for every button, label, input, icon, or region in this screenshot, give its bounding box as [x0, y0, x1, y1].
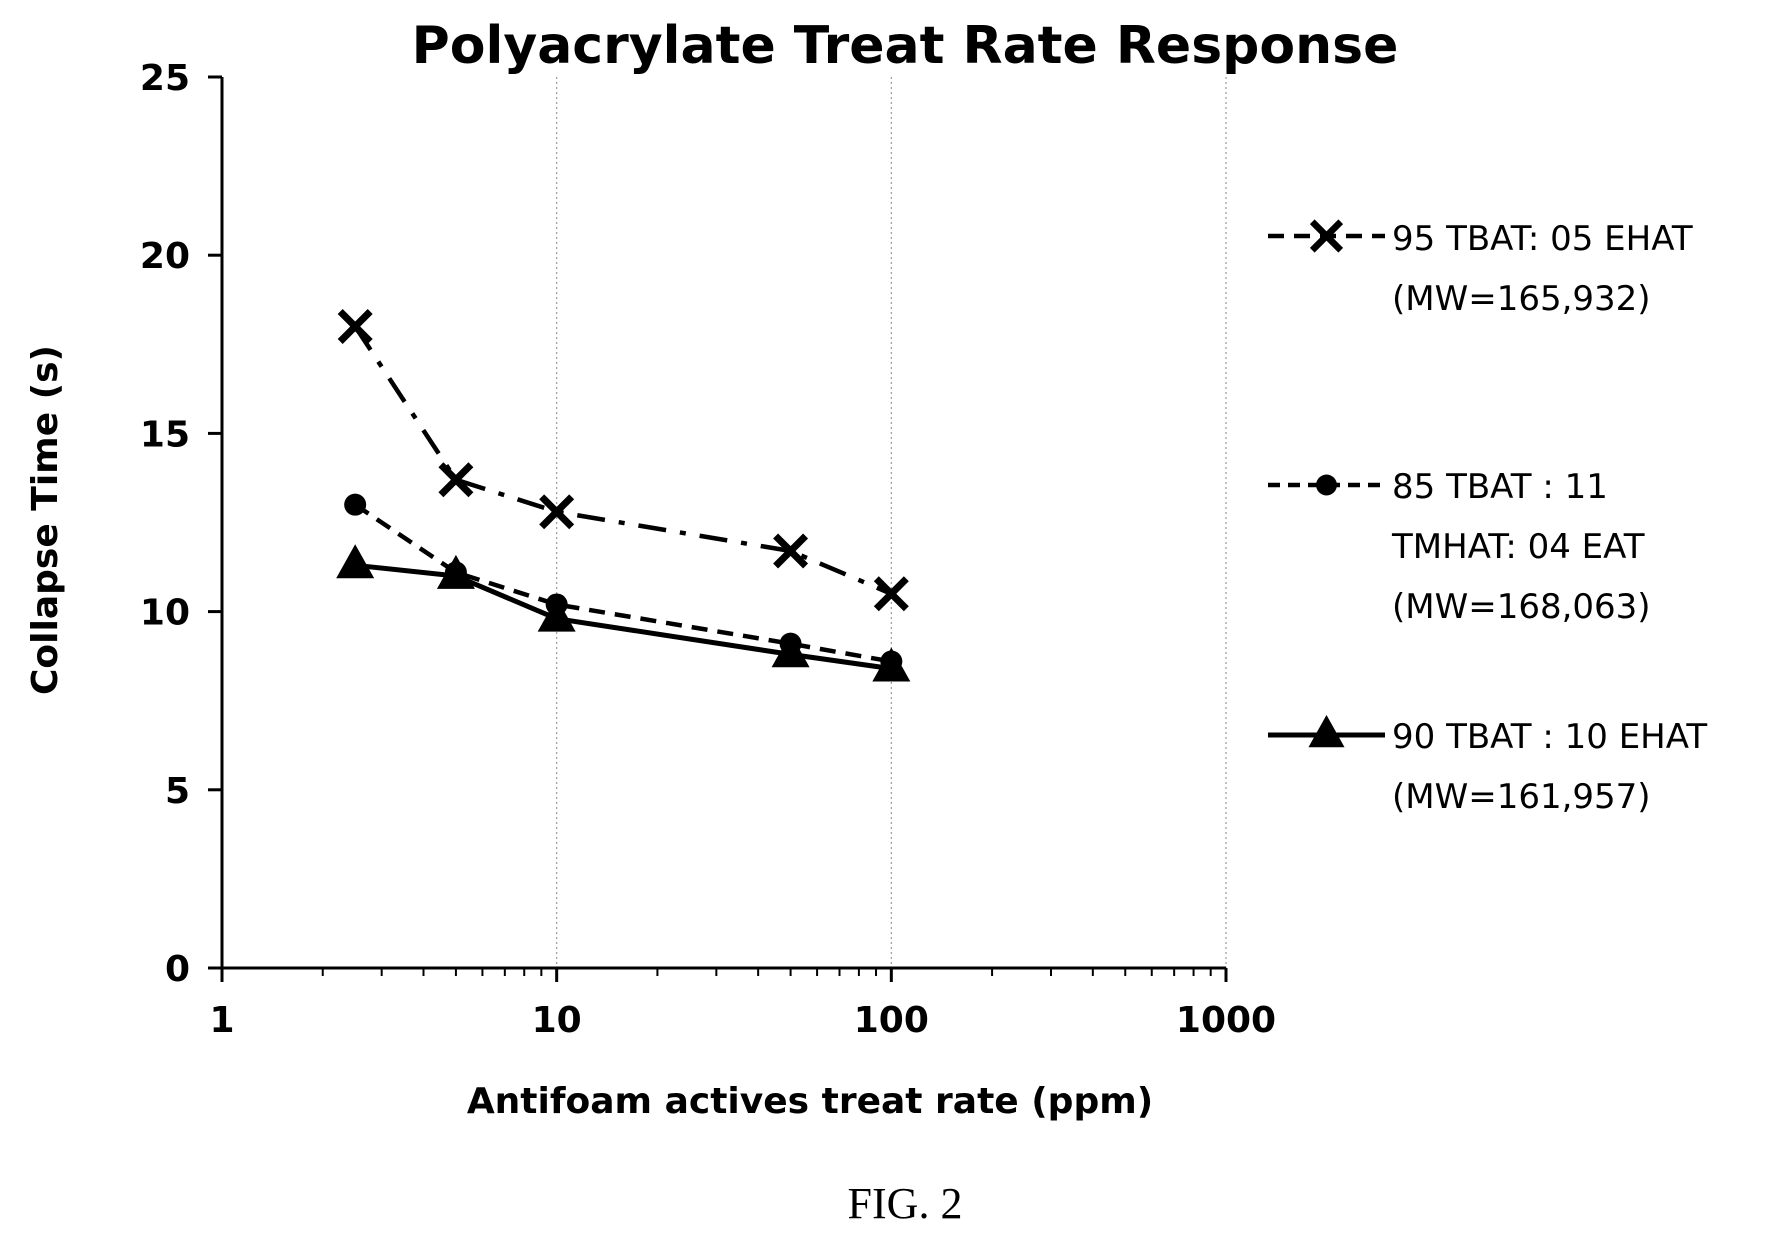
legend-entry-3: 90 TBAT : 10 EHAT (MW=161,957) — [1268, 714, 1707, 817]
x-stroke — [337, 309, 373, 344]
data-point-x — [873, 576, 909, 612]
series-group — [336, 309, 911, 682]
figure-caption: FIG. 2 — [848, 1179, 963, 1228]
axes — [208, 75, 1228, 982]
data-point-x — [539, 494, 575, 530]
data-point-triangle — [771, 633, 810, 668]
data-point-triangle — [336, 544, 375, 579]
data-point-circle — [344, 493, 367, 516]
y-tick-label: 10 — [140, 593, 190, 634]
tick-labels: 0 5 10 15 20 25 1 10 100 1000 — [140, 58, 1276, 1041]
legend-label: TMHAT: 04 EAT — [1391, 527, 1645, 567]
data-point-triangle — [872, 647, 911, 682]
data-point-triangle — [537, 597, 576, 632]
grid — [556, 77, 1227, 968]
data-point-x — [438, 462, 474, 498]
series-line — [353, 502, 892, 664]
series-line — [353, 325, 893, 596]
legend-label: 90 TBAT : 10 EHAT — [1392, 717, 1707, 757]
data-point-x — [773, 533, 809, 569]
y-tick-label: 5 — [165, 771, 190, 812]
chart-title: Polyacrylate Treat Rate Response — [412, 16, 1399, 76]
data-point-circle — [1316, 474, 1337, 496]
x-tick-label: 1000 — [1176, 1000, 1276, 1041]
legend: 95 TBAT: 05 EHAT (MW=165,932) 85 TBAT : 11… — [1268, 219, 1707, 817]
series-2 — [344, 493, 903, 673]
x-tick-label: 1 — [209, 1000, 234, 1041]
legend-label: (MW=161,957) — [1392, 777, 1651, 817]
x-stroke — [873, 576, 909, 612]
y-tick-label: 15 — [140, 414, 190, 455]
legend-entry-1: 95 TBAT: 05 EHAT (MW=165,932) — [1268, 219, 1693, 319]
legend-label: 95 TBAT: 05 EHAT — [1392, 219, 1693, 259]
x-stroke — [773, 533, 809, 569]
data-point-x — [1309, 219, 1344, 253]
x-stroke — [438, 462, 474, 498]
series-3 — [336, 544, 911, 682]
x-tick-label: 10 — [532, 1000, 582, 1041]
x-stroke — [1309, 219, 1344, 253]
legend-label: (MW=165,932) — [1392, 279, 1651, 319]
y-axis-title: Collapse Time (s) — [25, 345, 66, 695]
x-tick-label: 100 — [854, 1000, 929, 1041]
legend-label: 85 TBAT : 11 — [1392, 467, 1608, 507]
y-tick-label: 25 — [140, 58, 190, 99]
legend-entry-2: 85 TBAT : 11 TMHAT: 04 EAT (MW=168,063) — [1268, 467, 1651, 627]
y-tick-label: 0 — [165, 949, 190, 990]
data-point-x — [337, 309, 373, 344]
data-point-triangle — [1308, 714, 1345, 748]
x-stroke — [539, 494, 575, 530]
y-tick-label: 20 — [140, 236, 190, 277]
series-1 — [337, 309, 909, 612]
legend-label: (MW=168,063) — [1392, 587, 1651, 627]
data-point-triangle — [436, 554, 475, 589]
x-axis-title: Antifoam actives treat rate (ppm) — [467, 1081, 1153, 1122]
